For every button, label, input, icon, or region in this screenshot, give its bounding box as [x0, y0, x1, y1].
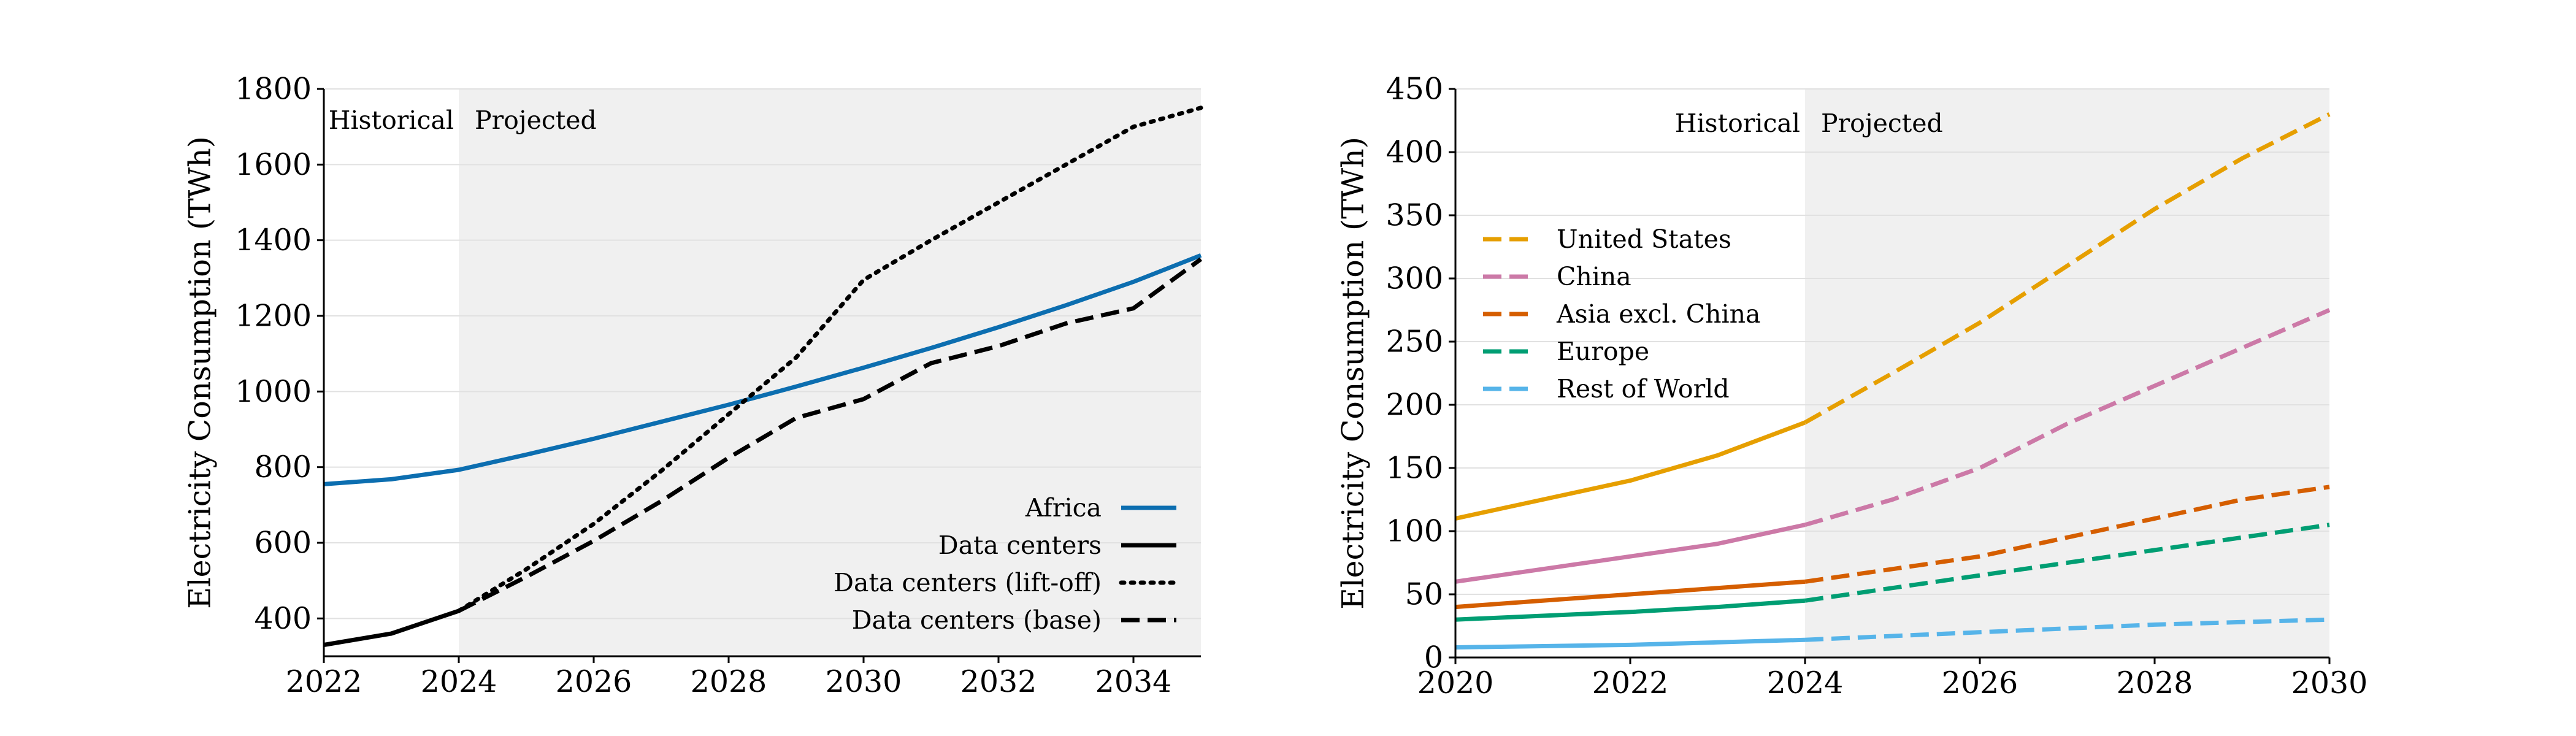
series-line-data-centers-base [458, 257, 1203, 613]
series-line-data-centers [323, 608, 460, 647]
x-tick-label: 2020 [1417, 665, 1494, 700]
series-line-china-projected [1804, 308, 2331, 527]
y-tick-label: 1000 [235, 374, 312, 409]
series-line-europe-projected [1804, 523, 2330, 603]
x-tick-label: 2028 [691, 664, 767, 699]
x-tick-label: 2030 [826, 664, 902, 699]
x-tick-label: 2028 [2117, 665, 2193, 700]
y-tick-label: 450 [1386, 72, 1443, 107]
y-tick-label: 1600 [235, 147, 312, 182]
y-tick-label: 400 [254, 601, 312, 636]
y-axis-title: Electricity Consumption (TWh) [1336, 137, 1371, 610]
historical-label: Historical [329, 105, 454, 135]
series-line-asia-excl-china-projected [1804, 485, 2330, 584]
y-tick-label: 1400 [235, 223, 312, 258]
y-tick-label: 350 [1386, 198, 1443, 233]
legend-label: Data centers (lift-off) [834, 568, 1102, 597]
legend-label: Data centers [938, 531, 1102, 560]
x-tick-label: 2024 [421, 664, 497, 699]
series-line-rest-of-world-historical [1455, 637, 1806, 650]
series-line-europe-historical [1455, 598, 1806, 622]
left-chart: 400 600 800 1000 1200 1400 1600 1800 2022 2024 202… [183, 72, 1203, 699]
series-line-china-historical [1455, 523, 1806, 584]
x-tick-label: 2030 [2291, 665, 2368, 700]
x-tick-label: 2032 [960, 664, 1037, 699]
x-tick-label: 2022 [1592, 665, 1669, 700]
y-tick-label: 50 [1405, 577, 1443, 612]
series-line-rest-of-world-projected [1804, 617, 2330, 642]
series-line-united-states-historical [1455, 420, 1806, 521]
legend-label: Data centers (base) [852, 605, 1102, 635]
legend-label: Asia excl. China [1556, 299, 1761, 329]
right-chart: 0 50 100 150 200 250 300 350 400 450 2020 2022 2024 2… [1336, 72, 2368, 701]
y-axis-title: Electricity Consumption (TWh) [183, 136, 218, 609]
y-tick-label: 250 [1386, 324, 1443, 359]
projected-label: Projected [475, 105, 597, 135]
series-line-asia-excl-china-historical [1455, 579, 1806, 610]
y-tick-label: 0 [1424, 640, 1443, 675]
legend-label: Europe [1557, 337, 1649, 366]
y-tick-label: 400 [1386, 135, 1443, 170]
x-tick-label: 2026 [1942, 665, 2018, 700]
legend-label: Rest of World [1557, 374, 1730, 404]
legend-label: China [1557, 262, 1631, 291]
y-tick-label: 150 [1386, 451, 1443, 486]
y-tick-label: 600 [254, 526, 312, 561]
y-tick-label: 100 [1386, 514, 1443, 549]
series-line-data-centers-lift-off [456, 105, 1203, 613]
series-line-africa [323, 253, 1202, 486]
x-tick-label: 2026 [556, 664, 632, 699]
x-tick-label: 2034 [1095, 664, 1172, 699]
projected-label: Projected [1821, 109, 1943, 138]
y-tick-label: 1800 [235, 72, 312, 107]
y-tick-label: 200 [1386, 388, 1443, 423]
historical-label: Historical [1675, 109, 1800, 138]
y-tick-label: 800 [254, 450, 312, 485]
projected-region [459, 89, 1201, 656]
y-tick-label: 300 [1386, 261, 1443, 296]
x-tick-label: 2024 [1767, 665, 1844, 700]
legend-label: Africa [1025, 493, 1102, 523]
x-tick-label: 2022 [286, 664, 362, 699]
y-tick-label: 1200 [235, 299, 312, 334]
legend-label: United States [1557, 224, 1731, 254]
series-line-united-states-projected [1804, 112, 2331, 424]
